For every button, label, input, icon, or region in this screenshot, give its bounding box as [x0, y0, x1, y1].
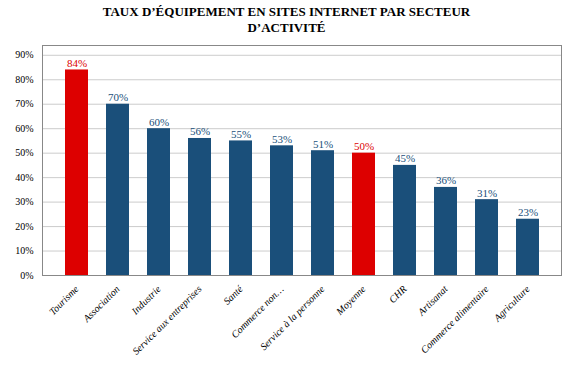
svg-text:53%: 53%	[272, 133, 292, 145]
svg-text:40%: 40%	[15, 172, 33, 183]
svg-text:Service aux entreprises: Service aux entreprises	[130, 283, 204, 357]
svg-text:Artisanat: Artisanat	[415, 283, 450, 318]
svg-text:60%: 60%	[149, 116, 169, 128]
svg-text:Commerce alimentaire: Commerce alimentaire	[418, 283, 491, 356]
svg-text:Commerce non…: Commerce non…	[228, 283, 286, 341]
svg-text:Moyenne: Moyenne	[333, 283, 368, 318]
svg-text:45%: 45%	[395, 153, 415, 165]
svg-text:Agriculture: Agriculture	[491, 283, 532, 324]
svg-text:80%: 80%	[15, 74, 33, 85]
svg-text:60%: 60%	[15, 123, 33, 134]
svg-text:50%: 50%	[354, 140, 374, 152]
svg-text:20%: 20%	[15, 221, 33, 232]
html-text:TAUX D’ÉQUIPEMENT EN SITES INT: TAUX D’ÉQUIPEMENT EN SITES INTERNET PAR …	[102, 4, 471, 35]
svg-text:50%: 50%	[15, 148, 33, 159]
svg-text:23%: 23%	[518, 206, 538, 218]
svg-text:10%: 10%	[15, 245, 33, 256]
svg-text:90%: 90%	[15, 50, 33, 61]
svg-text:30%: 30%	[15, 196, 33, 207]
svg-text:Santé: Santé	[221, 283, 245, 307]
svg-text:Industrie: Industrie	[129, 283, 163, 317]
svg-text:Tourisme: Tourisme	[47, 283, 81, 317]
svg-text:Service à la personne: Service à la personne	[258, 283, 327, 352]
svg-text:84%: 84%	[67, 57, 87, 69]
svg-text:55%: 55%	[231, 128, 251, 140]
svg-text:70%: 70%	[15, 99, 33, 110]
svg-text:31%: 31%	[477, 187, 497, 199]
svg-text:Association: Association	[80, 283, 121, 324]
svg-text:36%: 36%	[436, 175, 456, 187]
svg-text:0%: 0%	[20, 270, 33, 281]
svg-text:CHR: CHR	[387, 283, 409, 305]
svg-text:56%: 56%	[190, 126, 210, 138]
svg-text:51%: 51%	[313, 138, 333, 150]
svg-text:70%: 70%	[108, 91, 128, 103]
